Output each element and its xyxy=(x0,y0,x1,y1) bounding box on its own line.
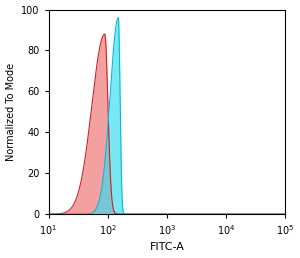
Y-axis label: Normalized To Mode: Normalized To Mode xyxy=(6,63,16,161)
X-axis label: FITC-A: FITC-A xyxy=(149,243,184,252)
